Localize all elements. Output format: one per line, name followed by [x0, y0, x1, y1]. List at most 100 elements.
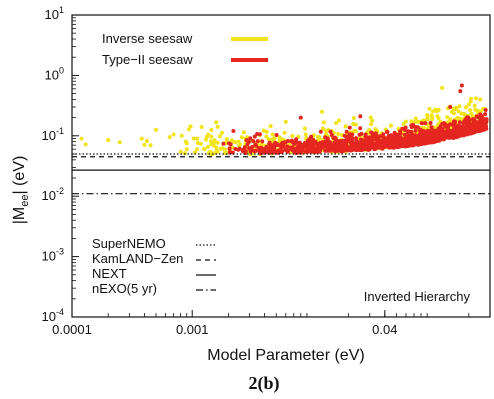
inverse-seesaw-point	[351, 116, 356, 120]
inverse-seesaw-point	[413, 116, 418, 121]
legend-label-inverse-seesaw: Inverse seesaw	[102, 31, 193, 46]
type-ii-seesaw-point	[403, 143, 407, 148]
inverse-seesaw-point	[475, 108, 480, 113]
inverse-seesaw-point	[195, 141, 200, 145]
type-ii-seesaw-point	[483, 108, 488, 112]
type-ii-seesaw-point	[336, 148, 341, 153]
inverse-seesaw-point	[144, 139, 149, 143]
type-ii-seesaw-point	[328, 129, 333, 134]
inverse-seesaw-point	[336, 132, 341, 136]
type-ii-seesaw-point	[298, 149, 303, 153]
hierarchy-annotation: Inverted Hierarchy	[364, 289, 471, 304]
inverse-seesaw-point	[336, 118, 341, 123]
inverse-seesaw-point	[154, 127, 158, 132]
inverse-seesaw-point	[478, 97, 483, 102]
x-tick-label: 0.001	[176, 322, 209, 337]
inverse-seesaw-point	[214, 120, 219, 125]
type-ii-seesaw-point	[473, 125, 478, 130]
inverse-seesaw-point	[188, 124, 193, 129]
type-ii-seesaw-point	[298, 115, 303, 120]
type-ii-seesaw-point	[429, 128, 434, 133]
type-ii-seesaw-point	[354, 142, 359, 147]
type-ii-seesaw-point	[345, 148, 350, 153]
type-ii-seesaw-point	[419, 121, 424, 126]
figure-caption: 2(b)	[249, 373, 280, 394]
inverse-seesaw-point	[206, 145, 211, 149]
type-ii-seesaw-point	[267, 140, 272, 145]
type-ii-seesaw-point	[419, 132, 424, 137]
inverse-seesaw-point	[351, 121, 356, 126]
inverse-seesaw-point	[324, 132, 329, 136]
inverse-seesaw-point	[214, 145, 219, 150]
inverse-seesaw-point	[283, 119, 288, 124]
type-ii-seesaw-point	[423, 121, 428, 126]
inverse-seesaw-point	[302, 126, 307, 131]
inverse-seesaw-point	[468, 99, 473, 104]
type-ii-seesaw-point	[304, 145, 309, 150]
inverse-seesaw-point	[182, 151, 187, 156]
inverse-seesaw-point	[422, 126, 427, 131]
type-ii-seesaw-point	[348, 136, 353, 141]
inverse-seesaw-point	[264, 129, 269, 134]
type-ii-seesaw-point	[420, 129, 425, 133]
type-ii-seesaw-point	[277, 148, 282, 153]
inverse-seesaw-point	[370, 118, 375, 123]
type-ii-seesaw-point	[429, 125, 434, 130]
type-ii-seesaw-point	[402, 132, 407, 137]
inverse-seesaw-point	[199, 125, 204, 129]
type-ii-seesaw-point	[386, 140, 391, 145]
inverse-seesaw-point	[323, 128, 328, 133]
inverse-seesaw-point	[456, 109, 461, 114]
y-tick-label: 10-2	[42, 186, 64, 203]
type-ii-seesaw-point	[315, 148, 320, 153]
type-ii-seesaw-point	[334, 142, 339, 147]
inverse-seesaw-point	[237, 143, 242, 148]
type-ii-seesaw-point	[228, 150, 232, 155]
inverse-seesaw-point	[214, 148, 219, 153]
type-ii-seesaw-point	[465, 115, 470, 120]
type-ii-seesaw-point	[357, 132, 362, 137]
type-ii-seesaw-point	[458, 89, 463, 94]
type-ii-seesaw-point	[285, 149, 290, 154]
inverse-seesaw-point	[215, 124, 220, 129]
inverse-seesaw-point	[195, 147, 200, 152]
y-axis-label-sub: ee	[19, 195, 31, 207]
type-ii-seesaw-point	[252, 134, 257, 139]
inverse-seesaw-point	[198, 141, 203, 146]
type-ii-seesaw-point	[333, 145, 338, 150]
type-ii-seesaw-point	[462, 119, 467, 124]
y-tick-label: 100	[45, 65, 64, 82]
type-ii-seesaw-point	[393, 134, 398, 139]
inverse-seesaw-point	[319, 109, 324, 114]
type-ii-seesaw-point	[364, 137, 368, 142]
type-ii-seesaw-point	[323, 135, 328, 140]
inverse-seesaw-point	[368, 115, 373, 120]
inverse-seesaw-point	[191, 136, 196, 141]
type-ii-seesaw-point	[310, 146, 315, 151]
legend-label-type-ii-seesaw: Type−II seesaw	[102, 52, 193, 67]
type-ii-seesaw-point	[480, 118, 485, 123]
type-ii-seesaw-point	[366, 147, 371, 152]
inverse-seesaw-point	[184, 147, 189, 152]
y-axis-label-main: |M	[11, 207, 28, 224]
type-ii-seesaw-point	[396, 144, 401, 149]
type-ii-seesaw-point	[442, 122, 447, 127]
type-ii-seesaw-point	[389, 135, 394, 140]
type-ii-seesaw-point	[426, 133, 431, 138]
plot-area: 10-4 10-3 10-2 10-1 100 101 0.0001 0.001 0.04	[42, 5, 491, 337]
inverse-seesaw-point	[343, 124, 348, 129]
type-ii-seesaw-point	[290, 140, 295, 145]
type-ii-seesaw-point	[381, 132, 386, 137]
type-ii-seesaw-point	[307, 138, 312, 143]
inverse-seesaw-point	[321, 120, 326, 125]
type-ii-seesaw-point	[358, 126, 363, 131]
type-ii-seesaw-point	[416, 135, 420, 140]
y-axis-label-tail: | (eV)	[11, 156, 28, 195]
axis-ticks: 10-4 10-3 10-2 10-1 100 101 0.0001 0.001 0.04	[42, 5, 470, 337]
inverse-seesaw-point	[461, 111, 466, 116]
inverse-seesaw-point	[204, 135, 209, 139]
type-ii-seesaw-point	[342, 133, 347, 138]
type-ii-seesaw-point	[438, 132, 443, 137]
series-legend: Inverse seesaw Type−II seesaw	[102, 31, 268, 67]
type-ii-seesaw-point	[472, 129, 477, 134]
